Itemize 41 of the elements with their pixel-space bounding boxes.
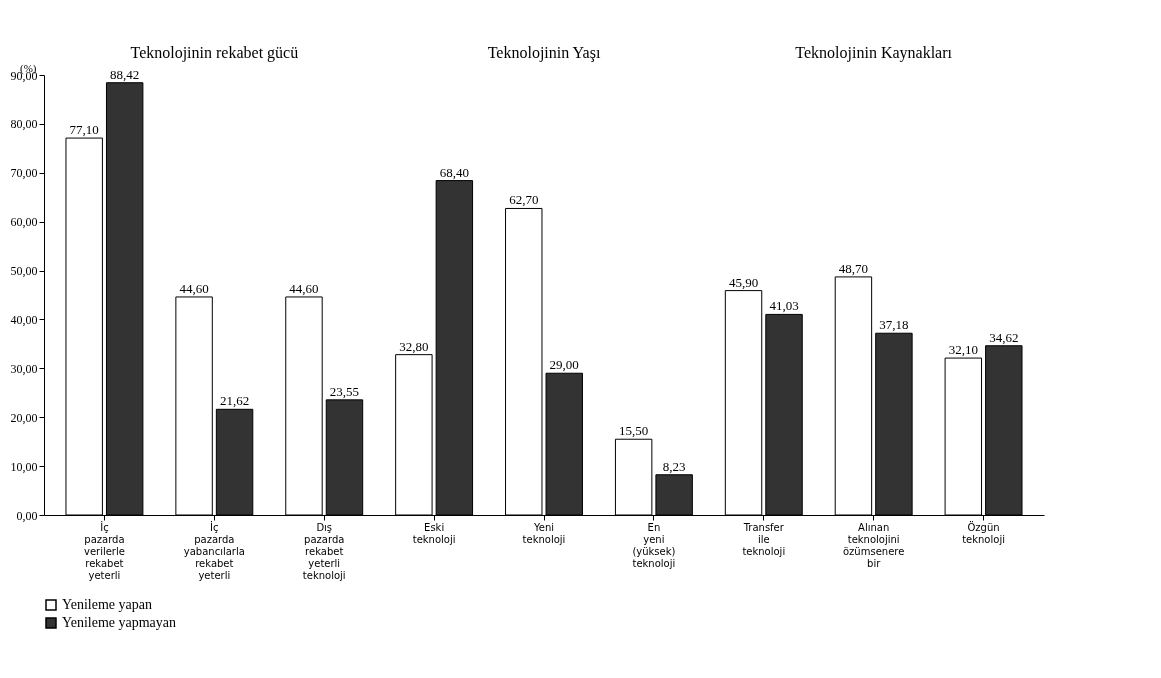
data-label: 32,10	[948, 342, 978, 358]
y-tick-label: 40,00	[10, 312, 38, 327]
data-label: 77,10	[69, 122, 99, 138]
data-label: 37,18	[879, 317, 909, 333]
data-label: 21,62	[219, 393, 250, 409]
y-tick-label: 80,00	[10, 117, 38, 132]
x-tick-label: Özgün teknoloji	[962, 520, 1005, 545]
data-label: 23,55	[329, 383, 360, 399]
data-label: 44,60	[179, 280, 209, 296]
legend-label: Yenileme yapmayan	[62, 615, 177, 630]
data-label: 62,70	[509, 192, 539, 208]
text: Teknolojinin Yaşı	[487, 44, 601, 62]
data-label: 88,42	[110, 66, 140, 82]
data-label: 8,23	[662, 458, 686, 474]
legend-label: Yenileme yapan	[62, 597, 152, 612]
data-label: 68,40	[439, 164, 469, 180]
y-tick-label: 60,00	[10, 215, 38, 230]
y-tick-label: 20,00	[10, 410, 38, 425]
y-tick-label: 30,00	[10, 361, 38, 376]
x-tick-label: İç pazarda verilerle rekabet yeterli	[83, 520, 125, 581]
x-tick-label: İç pazarda yabancılarla rekabet yeterli	[183, 520, 245, 581]
x-tick-label: Transfer ile teknoloji	[742, 521, 786, 557]
x-tick-label: Eski teknoloji	[412, 521, 456, 545]
x-tick-label: Alınan teknolojini özümsenere bir	[843, 521, 905, 569]
y-tick-label: 0,00	[16, 508, 38, 523]
data-label: 32,80	[399, 338, 429, 354]
text: Teknolojinin Kaynakları	[795, 44, 953, 62]
text: Teknolojinin rekabet gücü	[130, 44, 299, 62]
x-tick-label: Yeni teknoloji	[522, 521, 566, 545]
y-tick-label: 70,00	[10, 166, 38, 181]
x-tick-label: Dış pazarda rekabet yeterli teknoloji	[302, 521, 346, 581]
data-label: 45,90	[728, 274, 759, 290]
data-label: 15,50	[619, 423, 649, 439]
y-tick-label: 10,00	[10, 459, 38, 474]
data-label: 48,70	[838, 260, 869, 276]
x-tick-label: En yeni (yüksek) teknoloji	[632, 521, 676, 569]
y-tick-label: 50,00	[10, 264, 38, 279]
data-label: 44,60	[289, 280, 319, 296]
data-label: 41,03	[769, 298, 799, 314]
data-label: 34,62	[989, 329, 1019, 345]
data-label: 29,00	[549, 357, 579, 373]
